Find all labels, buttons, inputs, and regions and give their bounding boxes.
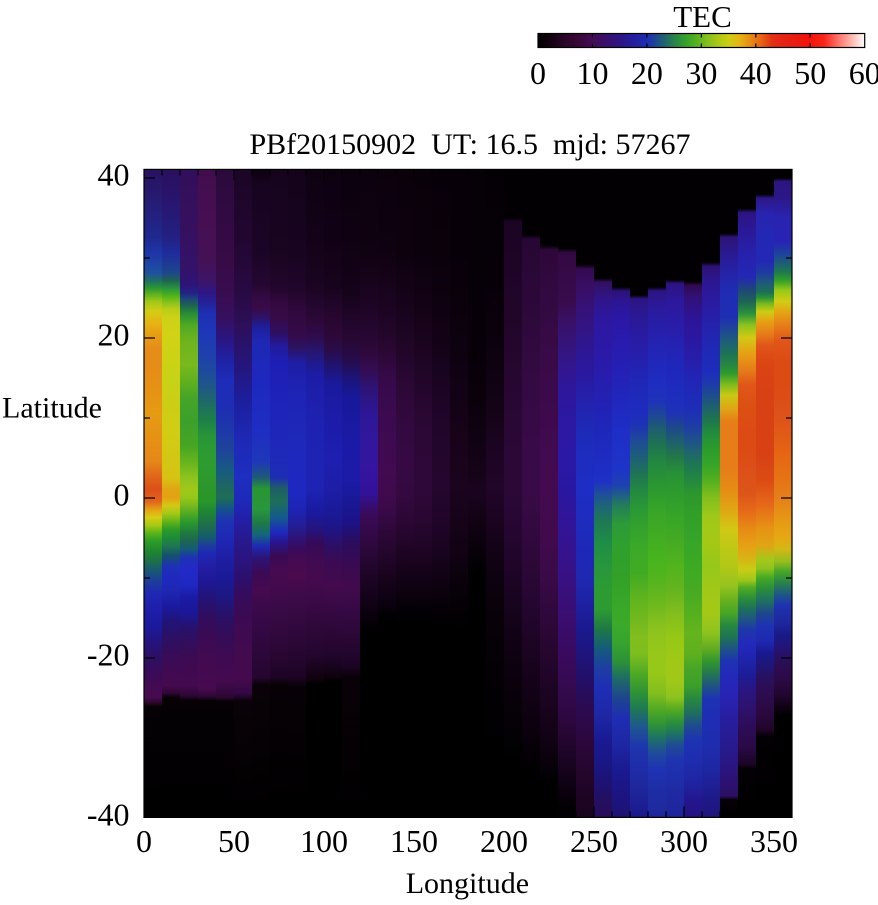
svg-text:250: 250	[570, 823, 618, 859]
svg-text:200: 200	[480, 823, 528, 859]
svg-text:Latitude: Latitude	[2, 392, 102, 425]
svg-text:50: 50	[218, 823, 250, 859]
svg-text:10: 10	[577, 55, 609, 91]
svg-text:0: 0	[114, 476, 130, 512]
svg-text:300: 300	[660, 823, 708, 859]
svg-text:50: 50	[794, 55, 826, 91]
svg-text:40: 40	[98, 156, 130, 192]
svg-text:0: 0	[530, 55, 546, 91]
svg-text:Longitude: Longitude	[406, 867, 529, 900]
svg-text:60: 60	[849, 55, 878, 91]
svg-text:0: 0	[136, 823, 152, 859]
svg-text:100: 100	[300, 823, 348, 859]
svg-text:150: 150	[390, 823, 438, 859]
svg-text:TEC: TEC	[673, 0, 732, 34]
svg-text:-40: -40	[87, 796, 130, 832]
svg-text:20: 20	[98, 316, 130, 352]
svg-text:30: 30	[685, 55, 717, 91]
svg-text:40: 40	[740, 55, 772, 91]
svg-text:PBf20150902 UT: 16.5 mjd: 57: PBf20150902 UT: 16.5 mjd: 57267	[249, 128, 690, 161]
svg-text:20: 20	[631, 55, 663, 91]
svg-text:350: 350	[750, 823, 798, 859]
svg-text:-20: -20	[87, 636, 130, 672]
